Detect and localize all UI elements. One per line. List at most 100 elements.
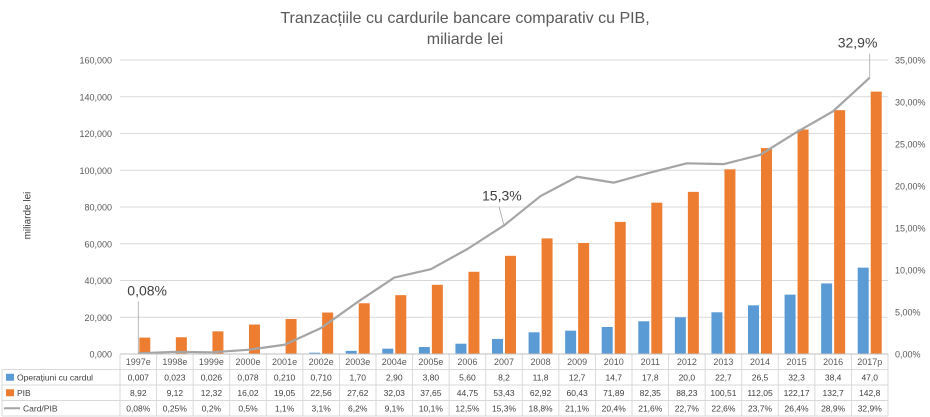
x-tick-label: 2004e bbox=[382, 357, 407, 367]
x-tick-label: 1998e bbox=[162, 357, 187, 367]
bar-pib bbox=[724, 169, 736, 354]
table-cell: 22,6% bbox=[711, 403, 736, 413]
x-tick-label: 2007 bbox=[494, 357, 514, 367]
table-cell: 20,0 bbox=[679, 372, 696, 382]
table-cell: 0,08% bbox=[126, 403, 151, 413]
y2-tick-label: 0,00% bbox=[895, 350, 921, 360]
bar-card bbox=[528, 332, 540, 354]
table-cell: 112,05 bbox=[747, 388, 773, 398]
table-cell: 100,51 bbox=[710, 388, 736, 398]
bar-pib bbox=[761, 148, 772, 354]
y2-tick-label: 25,00% bbox=[895, 140, 926, 150]
table-cell: 22,7% bbox=[675, 403, 700, 413]
line-card-pib bbox=[138, 76, 871, 355]
bar-card bbox=[455, 343, 467, 354]
table-cell: 0,25% bbox=[163, 403, 188, 413]
annotation-label: 15,3% bbox=[482, 187, 522, 203]
y-tick-label: 0,000 bbox=[89, 350, 112, 360]
table-cell: 16,02 bbox=[237, 388, 259, 398]
table-cell: 0,210 bbox=[274, 372, 296, 382]
bar-pib bbox=[285, 318, 297, 354]
table-cell: 1,70 bbox=[349, 372, 366, 382]
table-cell: 0,007 bbox=[128, 372, 150, 382]
bar-pib bbox=[139, 337, 151, 354]
table-cell: 26,5 bbox=[752, 372, 769, 382]
bar-pib bbox=[175, 337, 187, 354]
bar-card bbox=[418, 347, 430, 354]
table-cell: 32,03 bbox=[384, 388, 406, 398]
bar-pib bbox=[431, 284, 443, 354]
table-cell: 1,1% bbox=[275, 403, 295, 413]
y-tick-label: 80,000 bbox=[84, 203, 112, 213]
table-cell: 2,90 bbox=[386, 372, 403, 382]
y-tick-label: 20,000 bbox=[84, 313, 112, 323]
bar-card bbox=[674, 317, 686, 354]
x-tick-label: 1999e bbox=[199, 357, 224, 367]
table-cell: 62,92 bbox=[530, 388, 552, 398]
table-cell: 71,89 bbox=[603, 388, 625, 398]
annotation-leader bbox=[498, 206, 505, 226]
bar-pib bbox=[541, 238, 553, 354]
x-tick-label: 2013 bbox=[713, 357, 733, 367]
y2-tick-label: 35,00% bbox=[895, 56, 926, 66]
y2-tick-label: 15,00% bbox=[895, 224, 926, 234]
bar-card bbox=[857, 267, 869, 354]
table-cell: 44,75 bbox=[457, 388, 479, 398]
bar-card bbox=[309, 352, 321, 354]
table-cell: 0,023 bbox=[164, 372, 186, 382]
table-cell: 3,1% bbox=[311, 403, 331, 413]
y-tick-label: 140,000 bbox=[79, 92, 112, 102]
x-tick-label: 2011 bbox=[641, 357, 660, 367]
bar-pib bbox=[614, 221, 626, 354]
bar-card bbox=[601, 326, 613, 354]
table-cell: 122,17 bbox=[784, 388, 810, 398]
table-cell: 17,8 bbox=[642, 372, 659, 382]
x-tick-label: 2010 bbox=[604, 357, 624, 367]
x-tick-label: 2005e bbox=[418, 357, 443, 367]
legend-swatch bbox=[6, 389, 14, 397]
table-cell: 32,3 bbox=[788, 372, 805, 382]
table-cell: 32,9% bbox=[858, 403, 883, 413]
y2-tick-label: 20,00% bbox=[895, 182, 926, 192]
bar-card bbox=[345, 350, 357, 354]
bar-pib bbox=[651, 202, 663, 354]
table-cell: 0,078 bbox=[237, 372, 259, 382]
legend-swatch bbox=[6, 373, 14, 381]
table-cell: 3,80 bbox=[423, 372, 440, 382]
x-tick-label: 2002e bbox=[309, 357, 334, 367]
bar-card bbox=[638, 321, 650, 354]
table-cell: 88,23 bbox=[676, 388, 698, 398]
table-cell: 22,7 bbox=[715, 372, 732, 382]
table-cell: 27,62 bbox=[347, 388, 369, 398]
x-tick-label: 2006 bbox=[457, 357, 477, 367]
table-cell: 20,4% bbox=[602, 403, 627, 413]
legend-label: Operațiuni cu cardul bbox=[17, 372, 93, 382]
bar-pib bbox=[395, 295, 407, 354]
table-cell: 21,1% bbox=[565, 403, 590, 413]
table-cell: 0,710 bbox=[311, 372, 333, 382]
x-tick-label: 2003e bbox=[345, 357, 370, 367]
table-cell: 9,12 bbox=[167, 388, 184, 398]
table-cell: 9,1% bbox=[385, 403, 405, 413]
table-cell: 132,7 bbox=[823, 388, 845, 398]
y-tick-label: 60,000 bbox=[84, 239, 112, 249]
table-cell: 37,65 bbox=[420, 388, 442, 398]
table-cell: 21,6% bbox=[638, 403, 663, 413]
legend-label: Card/PIB bbox=[23, 403, 58, 413]
bar-card bbox=[748, 305, 759, 354]
x-tick-label: 1997e bbox=[126, 357, 151, 367]
y2-tick-label: 10,00% bbox=[895, 266, 926, 276]
table-cell: 12,32 bbox=[201, 388, 223, 398]
table-cell: 12,5% bbox=[455, 403, 480, 413]
x-tick-label: 2009 bbox=[567, 357, 587, 367]
bar-card bbox=[711, 312, 723, 354]
bar-pib bbox=[870, 91, 882, 354]
table-cell: 28,9% bbox=[821, 403, 846, 413]
bar-pib bbox=[505, 255, 516, 354]
table-cell: 0,5% bbox=[238, 403, 258, 413]
x-tick-label: 2012 bbox=[677, 357, 697, 367]
table-cell: 142,8 bbox=[859, 388, 881, 398]
chart-title: Tranzacțiile cu cardurile bancare compar… bbox=[280, 10, 650, 27]
table-cell: 11,8 bbox=[533, 372, 549, 382]
